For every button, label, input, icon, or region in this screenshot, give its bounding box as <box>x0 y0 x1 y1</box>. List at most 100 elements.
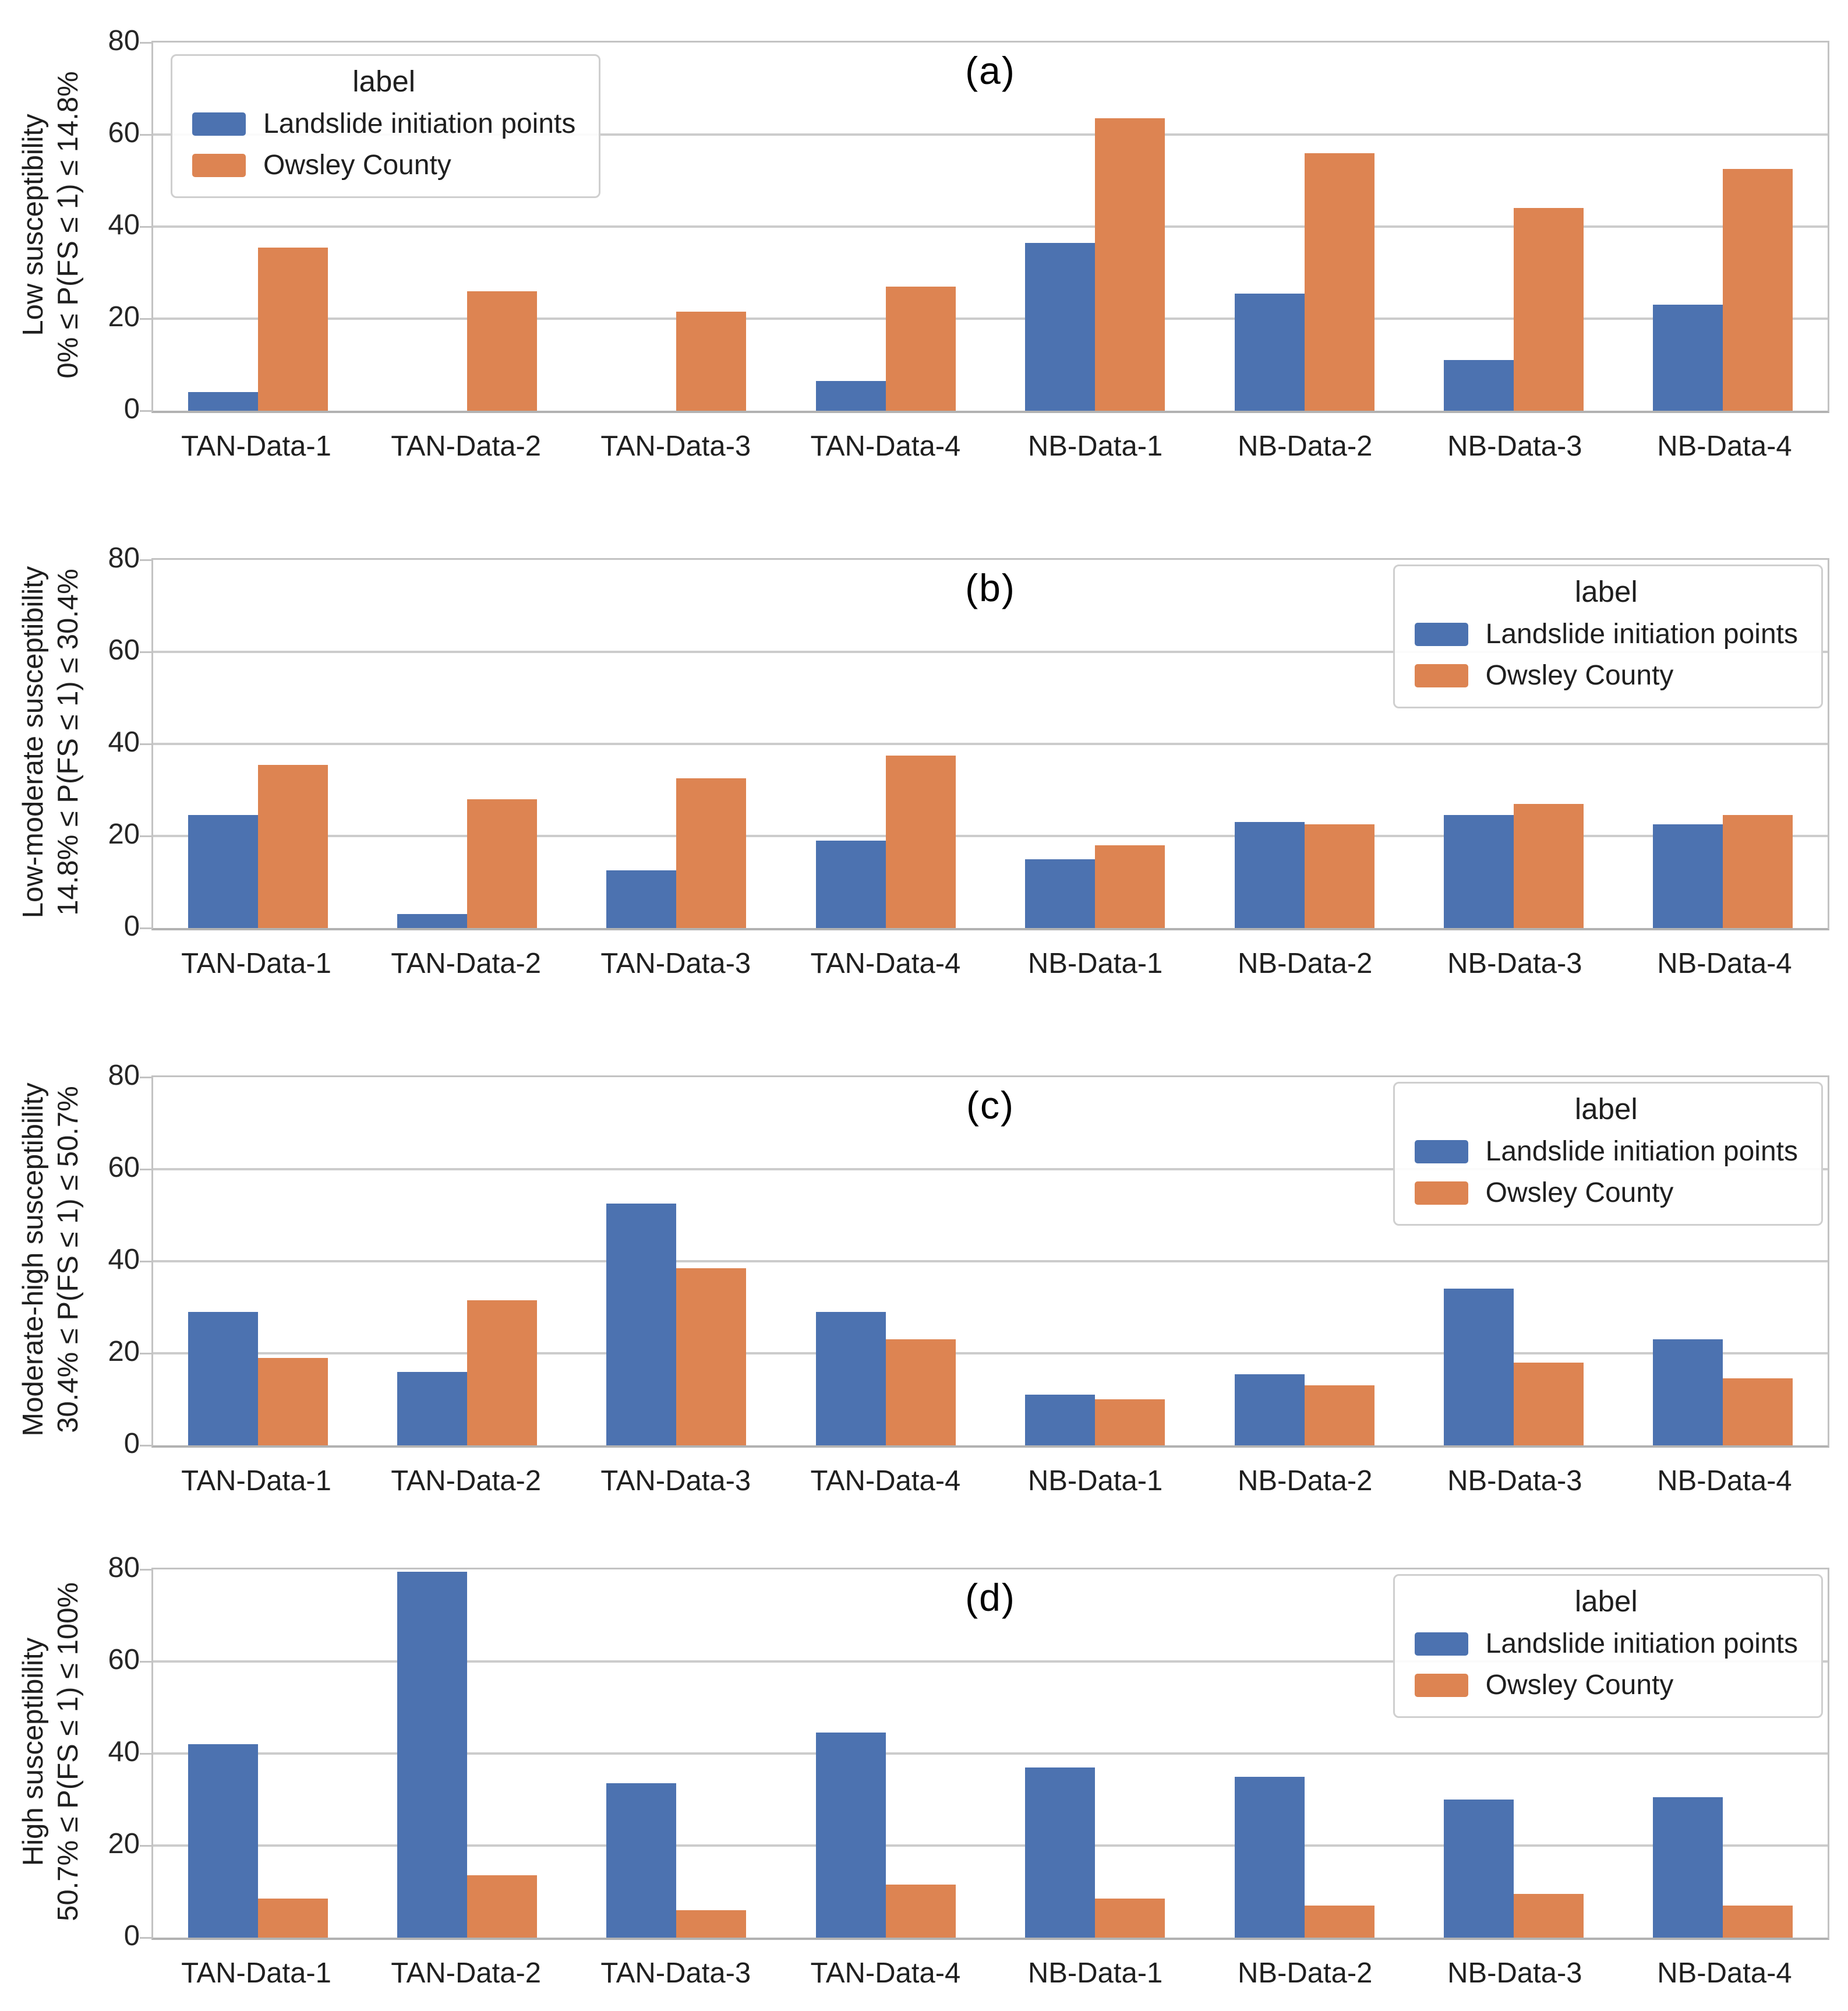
bar-landslide-initiation-points <box>815 840 886 928</box>
plot-area: (a) label Landslide initiation points Owsle… <box>140 41 1829 413</box>
legend-entry-label: Landslide initiation points <box>1485 619 1798 650</box>
y-tick-label: 20 <box>108 301 140 333</box>
bar-landslide-initiation-points <box>1653 1797 1723 1938</box>
bar-group-nb-data-3 <box>1409 1077 1618 1445</box>
plot-area: (d) label Landslide initiation points Owsle… <box>140 1568 1829 1940</box>
y-axis-label-line2: 30.4% ≤ P(FS ≤ 1) ≤ 50.7% <box>52 1086 84 1433</box>
legend-color-swatch <box>1414 1673 1468 1697</box>
bar-landslide-initiation-points <box>1443 360 1514 411</box>
axis-tick-mark <box>140 42 151 44</box>
bar-group-nb-data-2 <box>1200 1569 1409 1938</box>
axis-tick-mark <box>140 1353 151 1354</box>
x-tick-label: NB-Data-3 <box>1447 431 1582 462</box>
axis-tick-mark <box>140 1169 151 1170</box>
bar-owsley-county <box>885 755 956 928</box>
axis-tick-mark <box>140 226 151 228</box>
x-tick-label: NB-Data-2 <box>1237 1957 1373 1989</box>
bar-landslide-initiation-points <box>606 870 677 928</box>
gridline <box>153 1352 1828 1354</box>
bar-group-nb-data-1 <box>991 43 1200 411</box>
bar-group-tan-data-2 <box>362 1077 571 1445</box>
y-axis-label-line1: Low susceptibility <box>17 114 50 336</box>
x-tick-label: TAN-Data-3 <box>600 431 751 462</box>
x-tick-label: NB-Data-1 <box>1027 431 1163 462</box>
bar-landslide-initiation-points <box>1025 1395 1096 1445</box>
legend-title: label <box>1574 575 1638 608</box>
axis-tick-mark <box>140 927 151 929</box>
bar-owsley-county <box>885 286 956 411</box>
y-axis-label: High susceptibility 50.7% ≤ P(FS ≤ 1) ≤ 1… <box>16 1582 86 1921</box>
x-tick-label: NB-Data-4 <box>1657 948 1792 979</box>
legend-entry-label: Owsley County <box>1485 1670 1674 1700</box>
bar-owsley-county <box>257 1357 328 1445</box>
bar-owsley-county <box>1723 815 1793 928</box>
bar-owsley-county <box>1723 1378 1793 1445</box>
y-tick-label: 20 <box>108 1828 140 1860</box>
legend-color-swatch <box>1414 664 1468 687</box>
gridline <box>153 743 1828 745</box>
y-tick-label: 0 <box>123 1920 140 1952</box>
bar-landslide-initiation-points <box>188 1311 258 1445</box>
y-axis-label-line2: 0% ≤ P(FS ≤ 1) ≤ 14.8% <box>52 71 84 379</box>
bar-group-tan-data-1 <box>153 560 362 928</box>
bar-group-tan-data-4 <box>781 1077 990 1445</box>
x-tick-label: NB-Data-4 <box>1657 431 1792 462</box>
bar-group-tan-data-1 <box>153 1569 362 1938</box>
bar-group-tan-data-2 <box>362 560 571 928</box>
gridline <box>153 835 1828 837</box>
x-tick-label: TAN-Data-4 <box>810 948 961 979</box>
legend-entry-label: Landslide initiation points <box>263 108 576 139</box>
gridline <box>153 1844 1828 1847</box>
x-tick-label: NB-Data-1 <box>1027 948 1163 979</box>
x-tick-label: TAN-Data-2 <box>391 431 542 462</box>
x-tick-label: TAN-Data-1 <box>181 431 331 462</box>
axis-tick-mark <box>140 1569 151 1571</box>
x-tick-label: TAN-Data-4 <box>810 431 961 462</box>
bar-group-tan-data-3 <box>572 1077 781 1445</box>
legend-entry: Owsley County <box>192 149 575 181</box>
y-tick-label: 0 <box>123 393 140 425</box>
panel-d: High susceptibility 50.7% ≤ P(FS ≤ 1) ≤ 1… <box>0 1552 1848 2010</box>
bar-groups <box>153 43 1828 411</box>
x-tick-label: NB-Data-3 <box>1447 1465 1582 1497</box>
bar-landslide-initiation-points <box>397 914 468 928</box>
x-axis-labels: TAN-Data-1 TAN-Data-2 TAN-Data-3 TAN-Data-4… <box>151 1465 1829 1497</box>
panel-b: Low-moderate susceptibility 14.8% ≤ P(FS … <box>0 542 1848 1001</box>
bar-owsley-county <box>1095 1399 1165 1445</box>
legend-entry: Landslide initiation points <box>1414 1135 1798 1167</box>
panel-title-letter: (c) <box>966 1084 1015 1127</box>
bar-owsley-county <box>676 1910 747 1938</box>
axis-tick-mark <box>140 743 151 745</box>
bar-groups <box>153 560 1828 928</box>
bar-landslide-initiation-points <box>1443 1289 1514 1445</box>
axis-tick-mark <box>140 1261 151 1262</box>
gridline <box>153 1752 1828 1755</box>
y-axis-label-line2: 14.8% ≤ P(FS ≤ 1) ≤ 30.4% <box>52 569 84 916</box>
bar-group-tan-data-4 <box>781 43 990 411</box>
plot-area: (b) label Landslide initiation points Owsle… <box>140 558 1829 930</box>
bar-group-nb-data-4 <box>1619 43 1828 411</box>
y-axis-label: Low susceptibility 0% ≤ P(FS ≤ 1) ≤ 14.8% <box>16 71 86 378</box>
axis-tick-mark <box>140 559 151 561</box>
panel-title-letter: (d) <box>965 1576 1016 1619</box>
bar-landslide-initiation-points <box>815 1733 886 1938</box>
bar-group-tan-data-3 <box>572 560 781 928</box>
bar-owsley-county <box>467 799 538 928</box>
axis-tick-mark <box>140 1077 151 1078</box>
bar-group-nb-data-1 <box>991 1569 1200 1938</box>
y-tick-label: 0 <box>123 911 140 942</box>
bar-landslide-initiation-points <box>188 815 258 928</box>
gridline <box>153 1260 1828 1262</box>
bar-group-tan-data-2 <box>362 1569 571 1938</box>
legend-entry: Owsley County <box>1414 659 1798 691</box>
bar-owsley-county <box>1304 1905 1374 1938</box>
panel-title-letter: (a) <box>965 49 1016 92</box>
bar-owsley-county <box>1513 208 1584 411</box>
bar-landslide-initiation-points <box>815 380 886 411</box>
axis-tick-mark <box>140 1661 151 1663</box>
gridline <box>153 225 1828 228</box>
axis-tick-mark <box>140 1753 151 1755</box>
bar-landslide-initiation-points <box>606 1204 677 1445</box>
legend: label Landslide initiation points Owsley C… <box>1393 1082 1823 1226</box>
